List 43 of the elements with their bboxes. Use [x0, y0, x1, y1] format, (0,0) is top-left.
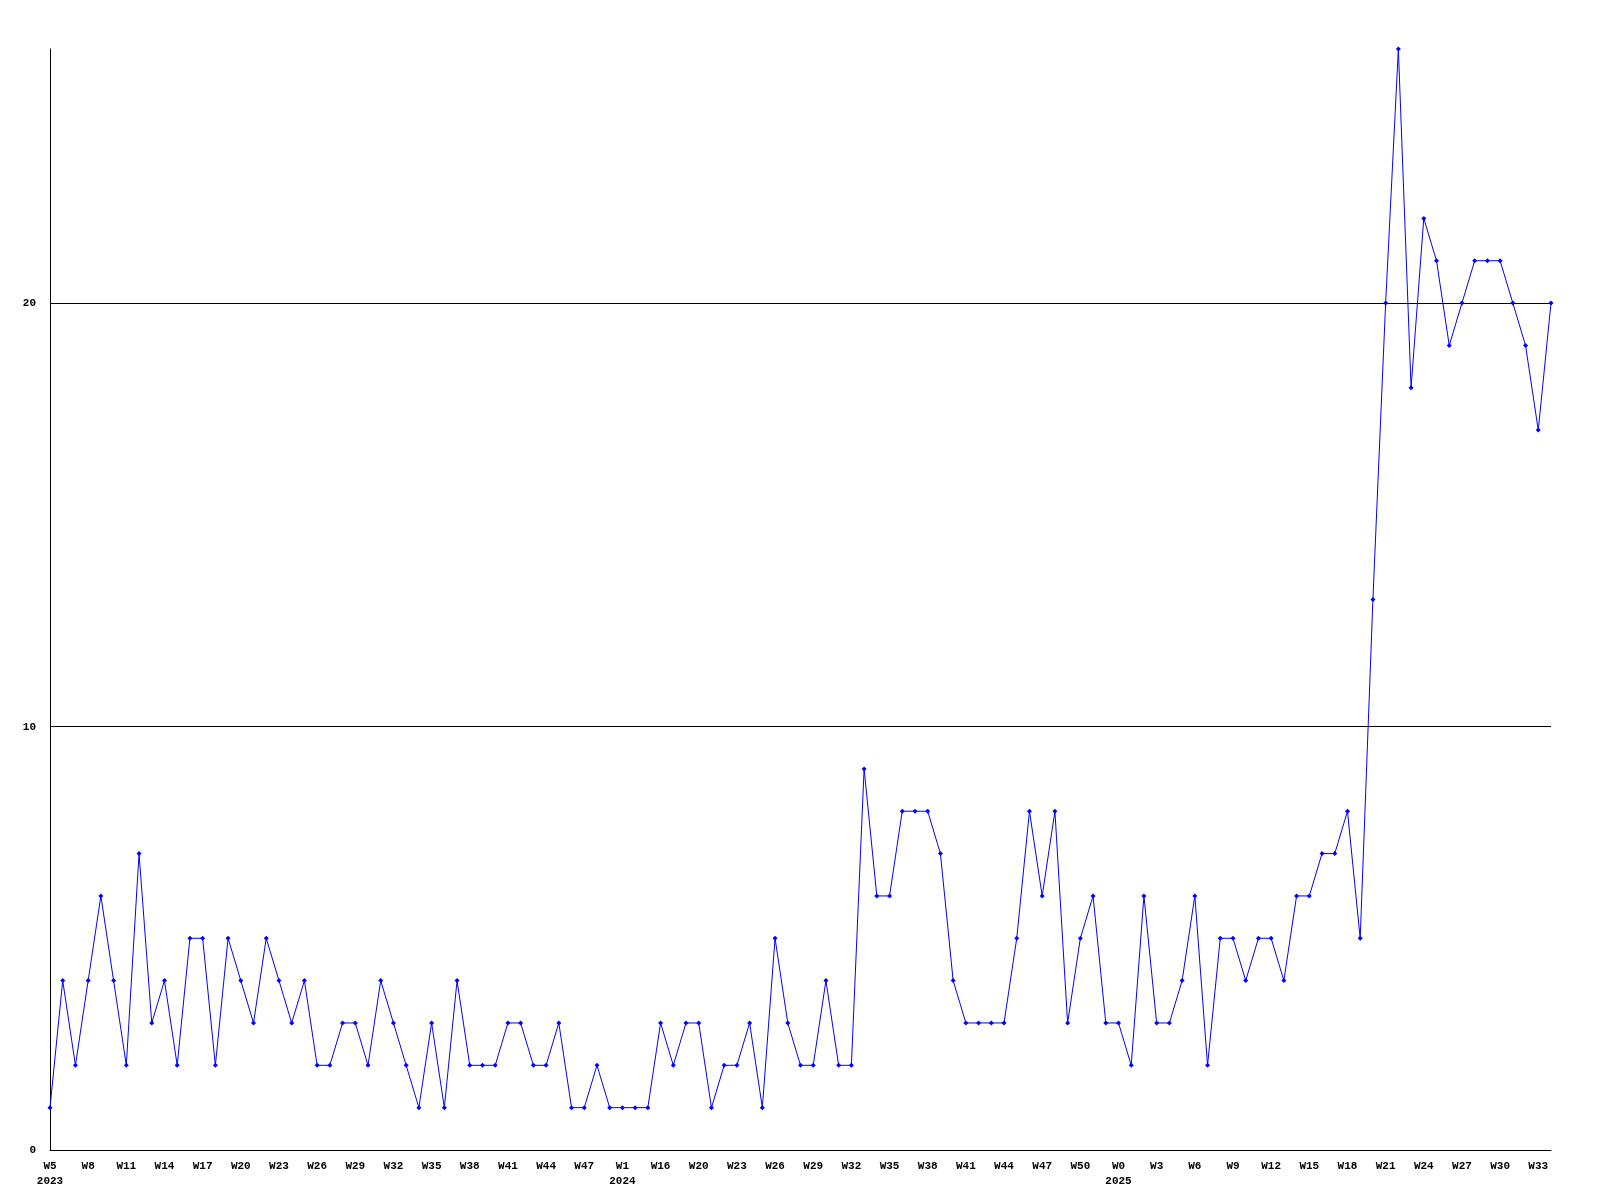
x-tick-label: W32	[841, 1159, 862, 1172]
x-tick-label: W24	[1413, 1159, 1435, 1172]
x-tick-label: W33	[1528, 1159, 1549, 1172]
x-tick-label: W38	[917, 1159, 938, 1172]
x-tick-label: W11	[116, 1159, 137, 1172]
x-tick-label: W29	[345, 1159, 366, 1172]
x-tick-label: W9	[1226, 1159, 1240, 1172]
x-tick-label: W5 2023	[36, 1159, 64, 1187]
x-tick-label: W38	[459, 1159, 481, 1172]
x-tick-label: W16	[650, 1159, 671, 1172]
x-tick-label: W23	[269, 1159, 290, 1172]
x-tick-label: W47	[1032, 1159, 1053, 1172]
x-tick-label: W44	[994, 1159, 1015, 1172]
x-tick-label: W0 2025	[1105, 1159, 1133, 1187]
x-tick-label: W20	[230, 1159, 251, 1172]
x-tick-label: W50	[1070, 1159, 1091, 1172]
x-tick-label: W23	[726, 1159, 748, 1172]
x-tick-label: W32	[383, 1159, 404, 1172]
x-tick-label: W26	[307, 1159, 328, 1172]
x-tick-label: W41	[955, 1159, 977, 1172]
x-tick-label: W35	[879, 1159, 900, 1172]
x-tick-label: W21	[1375, 1159, 1396, 1172]
x-tick-label: W35	[421, 1159, 442, 1172]
x-tick-label: W3	[1150, 1159, 1164, 1172]
x-tick-label: W17	[192, 1159, 213, 1172]
x-tick-label: W41	[498, 1159, 519, 1172]
x-tick-label: W44	[536, 1159, 557, 1172]
x-tick-label: W8	[81, 1159, 96, 1172]
x-tick-label: W1 2024	[609, 1159, 637, 1187]
x-tick-label: W26	[765, 1159, 785, 1172]
y-tick-label: 10	[22, 720, 36, 733]
x-tick-label: W27	[1452, 1159, 1472, 1172]
y-tick-label: 20	[22, 297, 36, 310]
x-tick-label: W6	[1188, 1159, 1202, 1172]
x-tick-label: W15	[1299, 1159, 1320, 1172]
x-tick-label: W30	[1490, 1159, 1511, 1172]
x-tick-label: W20	[688, 1159, 709, 1172]
x-tick-label: W47	[574, 1159, 595, 1172]
x-tick-label: W18	[1337, 1159, 1358, 1172]
x-tick-label: W29	[803, 1159, 824, 1172]
x-tick-label: W14	[154, 1159, 175, 1172]
x-tick-label: W12	[1261, 1159, 1282, 1172]
y-tick-label: 0	[29, 1144, 36, 1156]
